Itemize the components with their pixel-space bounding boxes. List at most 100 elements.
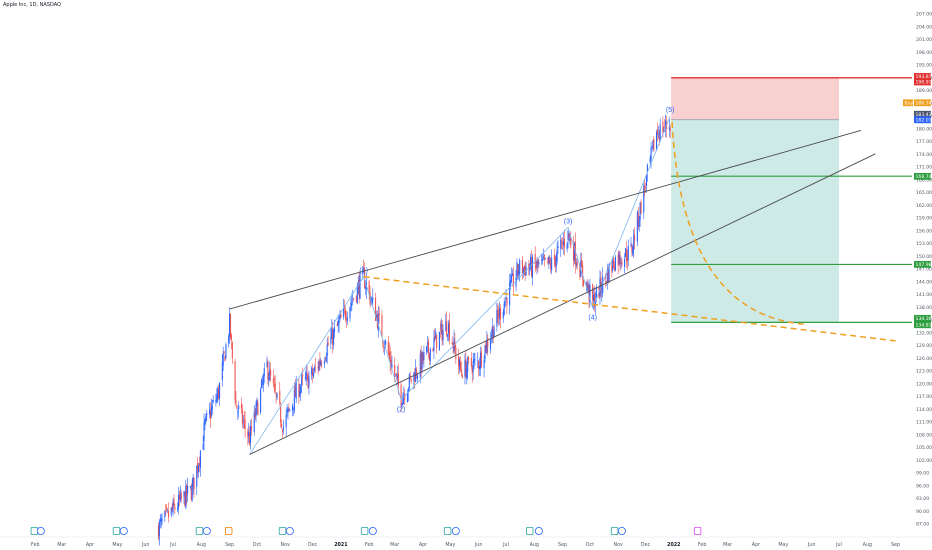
target-zone	[671, 119, 839, 323]
candle-body	[466, 368, 468, 379]
candle-body	[510, 280, 512, 285]
candle-body	[636, 211, 638, 242]
price-label-6: 168.74	[916, 174, 932, 180]
candle-body	[433, 337, 435, 351]
candle-body	[562, 240, 565, 246]
candle-body	[434, 336, 436, 339]
candle-body	[345, 318, 347, 320]
candle-body	[477, 360, 479, 362]
candle-body	[634, 236, 636, 241]
x-tick-label: Jul	[502, 542, 509, 548]
y-tick-label: 153.00	[916, 241, 932, 247]
candle-body	[400, 384, 402, 406]
candle-body	[364, 287, 367, 289]
y-tick-label: 204.00	[916, 24, 932, 30]
y-tick-label: 114.00	[916, 407, 932, 413]
x-tick-label: Feb	[365, 542, 374, 548]
candle-body	[598, 287, 600, 299]
candle-body	[619, 254, 621, 264]
candle-body	[581, 259, 583, 268]
candle-body	[192, 477, 194, 487]
price-label-bg-5	[914, 116, 931, 124]
candle-body	[479, 366, 481, 370]
candle-body	[401, 403, 403, 407]
candle-body	[429, 348, 431, 361]
candle-body	[224, 355, 226, 362]
candle-body	[511, 273, 513, 276]
candle-body	[384, 346, 386, 349]
event-dividend-icon	[534, 527, 543, 536]
candle-body	[274, 383, 276, 392]
price-label-9: 134.81	[916, 322, 932, 328]
x-tick-label: Sep	[891, 542, 900, 548]
y-tick-label: 195.00	[916, 63, 932, 69]
candle-body	[343, 307, 345, 318]
candle-body	[388, 350, 390, 356]
event-earnings-icon	[693, 527, 702, 536]
candle-body	[655, 132, 658, 151]
candle-body	[250, 426, 253, 431]
candle-body	[499, 308, 501, 318]
candle-body	[260, 388, 262, 413]
candle-body	[280, 406, 282, 423]
candle-body	[383, 345, 385, 347]
candle-body	[614, 256, 617, 271]
candle-body	[454, 341, 456, 349]
candle-body	[606, 270, 608, 284]
candle-body	[537, 258, 539, 265]
candle-body	[473, 359, 475, 363]
candle-body	[421, 351, 423, 370]
y-tick-label: 105.00	[916, 445, 932, 451]
candle-body	[313, 367, 315, 372]
candle-body	[321, 364, 323, 366]
candle-body	[592, 284, 594, 300]
candle-body	[464, 359, 466, 377]
price-label-bg-2	[914, 78, 931, 86]
x-tick-label: 2021	[334, 542, 347, 548]
candle-body	[235, 400, 237, 404]
y-tick-label: 93.00	[916, 496, 929, 502]
candle-body	[506, 297, 508, 306]
candle-body	[447, 334, 449, 337]
candle-body	[215, 399, 217, 402]
candle-body	[396, 374, 398, 379]
candle-body	[487, 337, 489, 347]
candle-body	[257, 402, 259, 416]
candle-body	[541, 259, 543, 260]
x-tick-label: Apr	[419, 542, 427, 548]
candle-body	[460, 369, 462, 373]
candle-body	[312, 372, 315, 377]
candle-body	[569, 237, 571, 241]
x-tick-label: Jul	[169, 542, 176, 548]
candle-body	[254, 413, 256, 419]
candle-body	[517, 263, 519, 274]
event-earnings-icon	[278, 527, 287, 536]
candle-body	[216, 395, 218, 400]
candle-body	[179, 492, 181, 501]
candle-body	[535, 265, 537, 269]
price-label-3: 186.74	[916, 100, 932, 106]
price-tag: Buy	[905, 100, 914, 106]
candle-body	[600, 277, 602, 291]
candle-body	[260, 379, 263, 388]
y-tick-label: 147.00	[916, 267, 932, 273]
candle-body	[299, 391, 301, 395]
candle-body	[391, 364, 393, 368]
candle-body	[238, 405, 240, 410]
candle-body	[451, 342, 453, 344]
candle-body	[298, 384, 300, 397]
candle-body	[656, 129, 658, 135]
candle-body	[266, 362, 268, 367]
candle-body	[621, 260, 623, 266]
candle-body	[588, 285, 590, 300]
candle-body	[483, 359, 485, 369]
candle-body	[423, 352, 425, 360]
candle-body	[319, 360, 321, 365]
candle-body	[240, 403, 243, 409]
candle-body	[541, 259, 544, 262]
candle-body	[174, 507, 176, 511]
candle-body	[566, 243, 568, 250]
candle-body	[645, 174, 648, 187]
candle-body	[633, 233, 635, 250]
